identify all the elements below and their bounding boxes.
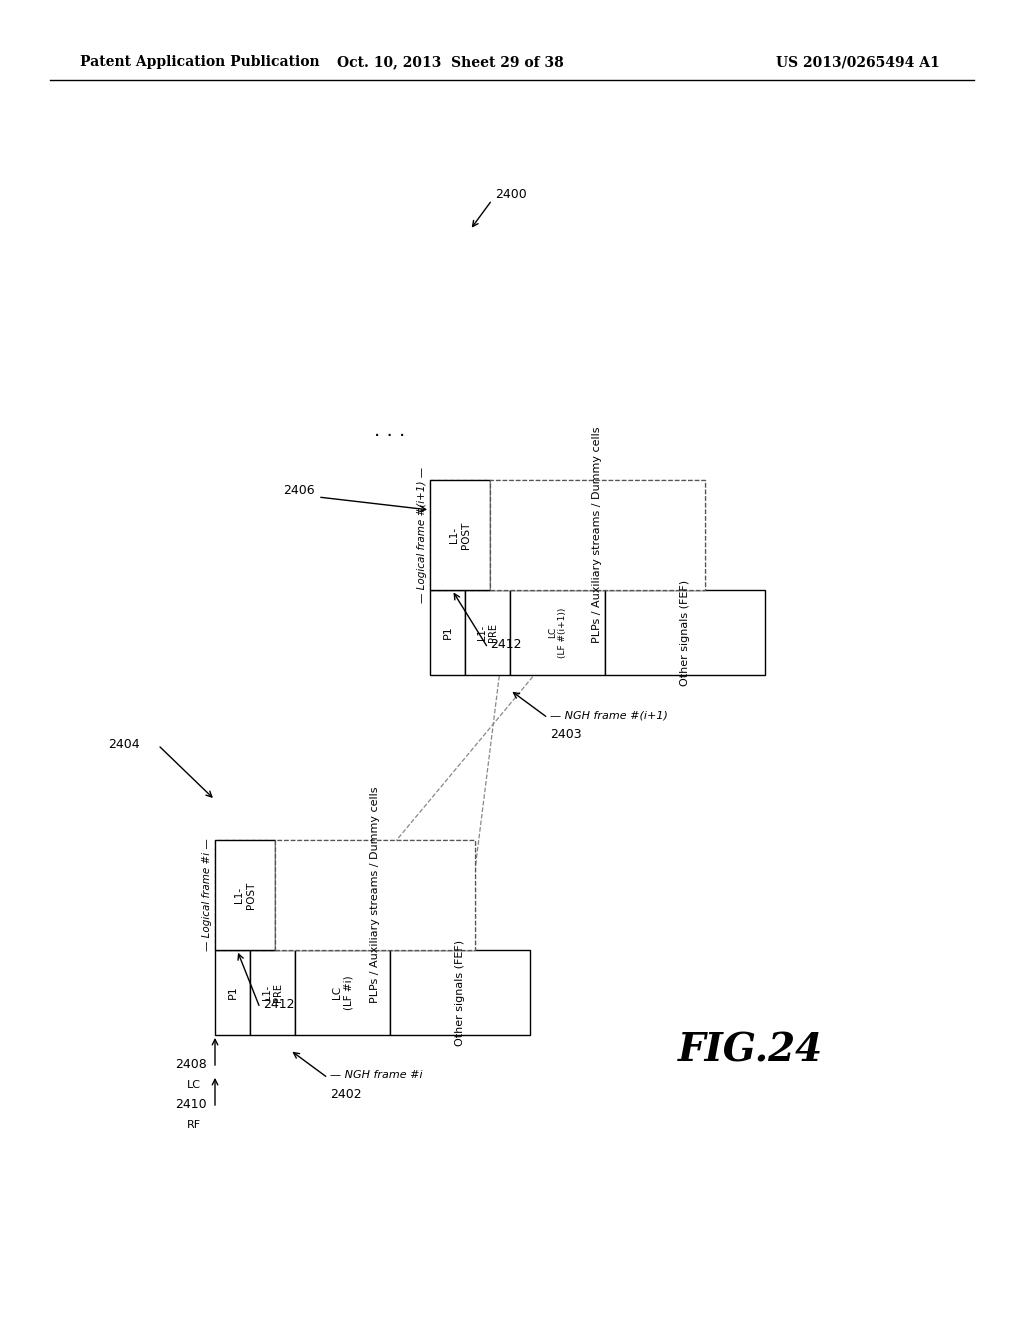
Bar	[390, 950, 530, 1035]
Text: 2412: 2412	[490, 639, 521, 652]
Text: 2402: 2402	[330, 1089, 361, 1101]
Text: LC: LC	[187, 1080, 201, 1090]
Text: — Logical frame #(i+1) —: — Logical frame #(i+1) —	[417, 467, 427, 603]
Bar	[430, 480, 490, 590]
Text: 2400: 2400	[495, 189, 526, 202]
Bar	[430, 590, 465, 675]
Text: 2403: 2403	[550, 729, 582, 742]
Bar	[430, 480, 705, 590]
Bar	[295, 950, 390, 1035]
Bar	[275, 840, 475, 950]
Text: 2406: 2406	[284, 483, 315, 496]
Text: P1: P1	[442, 626, 453, 639]
Text: 2410: 2410	[175, 1098, 207, 1111]
Text: — NGH frame #i: — NGH frame #i	[330, 1071, 423, 1080]
Bar	[250, 950, 295, 1035]
Text: — NGH frame #(i+1): — NGH frame #(i+1)	[550, 710, 668, 719]
Text: L1-
POST: L1- POST	[234, 882, 256, 908]
Bar	[465, 590, 510, 675]
Text: . . .: . . .	[375, 421, 406, 440]
Text: US 2013/0265494 A1: US 2013/0265494 A1	[776, 55, 940, 69]
Bar	[510, 590, 605, 675]
Text: PLPs / Auxiliary streams / Dummy cells: PLPs / Auxiliary streams / Dummy cells	[370, 787, 380, 1003]
Text: 2408: 2408	[175, 1059, 207, 1072]
Bar	[215, 950, 250, 1035]
Text: LC
(LF #(i+1)): LC (LF #(i+1))	[548, 607, 567, 657]
Text: L1-
PRE: L1- PRE	[262, 983, 284, 1002]
Text: Other signals (FEF): Other signals (FEF)	[455, 940, 465, 1045]
Text: Oct. 10, 2013  Sheet 29 of 38: Oct. 10, 2013 Sheet 29 of 38	[337, 55, 563, 69]
Text: P1: P1	[227, 986, 238, 999]
Text: FIG.24: FIG.24	[678, 1031, 822, 1069]
Text: Other signals (FEF): Other signals (FEF)	[680, 579, 690, 685]
Text: 2404: 2404	[108, 738, 139, 751]
Text: Patent Application Publication: Patent Application Publication	[80, 55, 319, 69]
Bar	[605, 590, 765, 675]
Text: PLPs / Auxiliary streams / Dummy cells: PLPs / Auxiliary streams / Dummy cells	[593, 426, 602, 643]
Bar	[215, 840, 475, 950]
Text: L1-
POST: L1- POST	[450, 521, 471, 549]
Bar	[215, 840, 275, 950]
Text: L1-
PRE: L1- PRE	[477, 623, 499, 642]
Text: RF: RF	[187, 1119, 201, 1130]
Text: — Logical frame #i —: — Logical frame #i —	[202, 838, 212, 952]
Text: LC
(LF #i): LC (LF #i)	[332, 975, 353, 1010]
Text: 2412: 2412	[263, 998, 295, 1011]
Bar	[490, 480, 705, 590]
